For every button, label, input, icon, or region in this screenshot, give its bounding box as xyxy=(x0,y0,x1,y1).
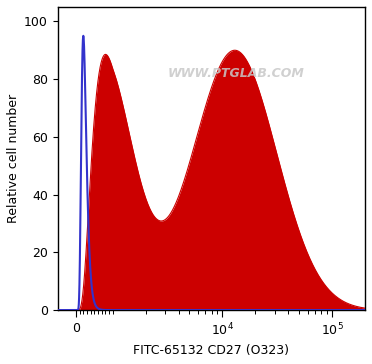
Y-axis label: Relative cell number: Relative cell number xyxy=(7,94,20,223)
X-axis label: FITC-65132 CD27 (O323): FITC-65132 CD27 (O323) xyxy=(134,344,289,357)
Text: WWW.PTGLAB.COM: WWW.PTGLAB.COM xyxy=(167,67,304,80)
